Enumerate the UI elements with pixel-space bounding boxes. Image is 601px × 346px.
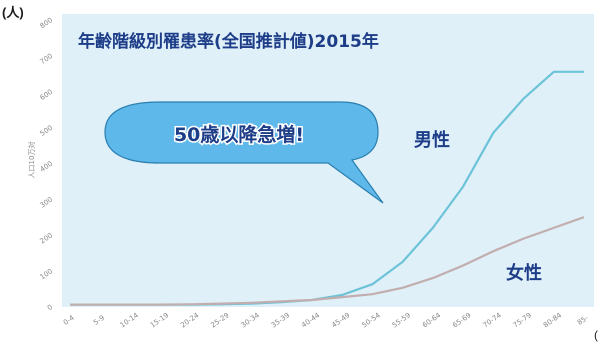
y-tick-label: 600 (39, 88, 55, 102)
x-unit-label: ( (594, 328, 598, 342)
x-tick-label: 60-64 (421, 311, 443, 330)
x-tick-label: 75-79 (512, 311, 533, 329)
x-axis-ticks: 0-4 5-9 10-14 15-19 20-24 25-29 30-34 35-39 40-4… (62, 311, 590, 330)
y-tick-label: 700 (39, 52, 55, 66)
y-tick-label: 0 (46, 303, 54, 312)
y-axis-label: 人口10万対 (27, 142, 36, 179)
callout-shape (104, 101, 384, 204)
x-tick-label: 70-74 (482, 311, 504, 330)
x-tick-label: 40-44 (300, 311, 322, 330)
x-tick-label: 20-24 (179, 311, 201, 330)
y-tick-label: 400 (39, 160, 55, 174)
x-tick-label: 45-49 (330, 311, 351, 329)
x-tick-label: 50-54 (361, 311, 383, 330)
y-tick-label: 300 (39, 195, 55, 209)
x-tick-label: 10-14 (119, 311, 141, 330)
x-tick-label: 25-29 (209, 311, 230, 329)
y-unit-label: (人) (2, 5, 24, 20)
chart-title: 年齢階級別罹患率(全国推計値)2015年 (78, 31, 379, 52)
series-lines (70, 70, 585, 306)
y-tick-label: 500 (39, 124, 55, 138)
y-tick-label: 100 (39, 267, 55, 281)
x-tick-label: 0-4 (62, 313, 76, 326)
callout-bubble: 50歳以降急増! (104, 101, 384, 204)
y-axis-ticks: 0 100 200 300 400 500 600 700 800 (39, 16, 55, 312)
x-tick-label: 35-39 (270, 311, 291, 329)
x-tick-label: 65-69 (451, 311, 472, 329)
x-tick-label: 15-19 (149, 311, 170, 329)
x-tick-label: 5-9 (92, 314, 106, 327)
callout-text: 50歳以降急増! (174, 123, 304, 146)
series-label-female: 女性 (506, 262, 542, 284)
x-tick-label: 85- (576, 314, 590, 327)
series-line-female (70, 216, 585, 306)
y-tick-label: 800 (39, 16, 55, 30)
x-tick-label: 80-84 (542, 311, 564, 330)
y-tick-label: 200 (39, 231, 55, 245)
x-tick-label: 30-34 (240, 311, 262, 330)
series-label-male: 男性 (414, 129, 450, 151)
x-tick-label: 55-59 (391, 311, 412, 329)
